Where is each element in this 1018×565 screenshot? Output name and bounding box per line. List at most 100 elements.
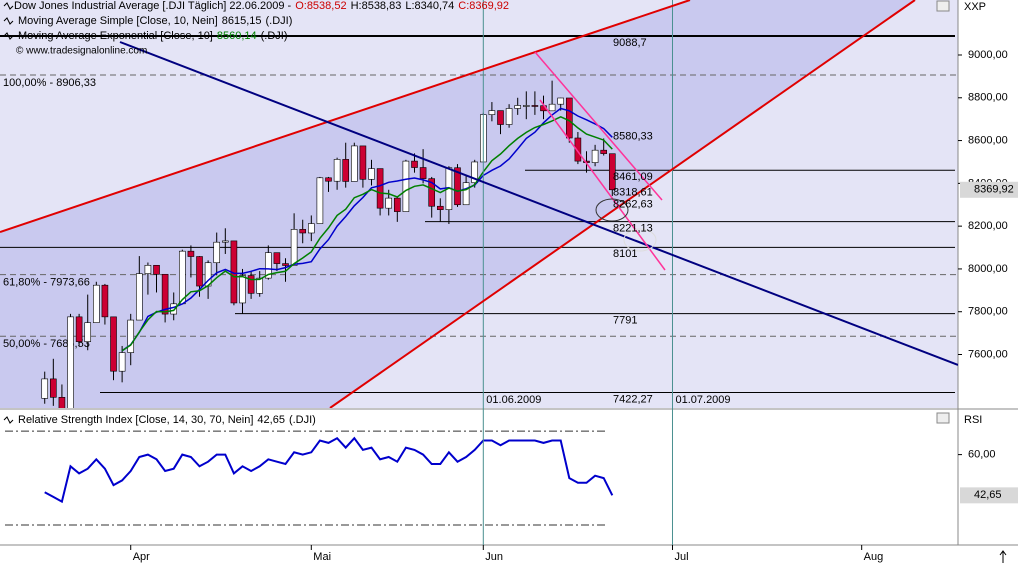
candle-body xyxy=(127,319,135,353)
candle-body xyxy=(531,105,539,107)
candle-body xyxy=(187,250,195,257)
candle-body xyxy=(497,110,504,125)
candle-body xyxy=(608,153,616,191)
series-line xyxy=(121,115,613,352)
channel-label: 8262,63 xyxy=(613,199,653,211)
level-label: 8461,09 xyxy=(613,171,653,183)
x-tick-label: Jul xyxy=(674,551,688,563)
candle-body xyxy=(428,178,436,207)
price-axis-name: XXP xyxy=(964,1,986,13)
front-layer: 7600,007800,008000,008200,008400,008600,… xyxy=(130,37,1018,563)
candle-body xyxy=(282,263,289,266)
scroll-arrow[interactable] xyxy=(999,550,1007,563)
upper-channel-line xyxy=(0,0,691,233)
candle-body xyxy=(402,160,410,212)
level-label: 8101 xyxy=(613,248,637,260)
candle-body xyxy=(359,145,367,180)
legend-name: Moving Average Simple [Close, 10, Nein] xyxy=(18,15,218,27)
last-value-label: 8369,92 xyxy=(974,184,1014,196)
candle-body xyxy=(557,97,564,105)
candle-body xyxy=(58,397,66,408)
trend-lines xyxy=(0,0,958,408)
candle-body xyxy=(153,264,160,275)
rsi-axis-name: RSI xyxy=(964,414,982,426)
y-tick-label: 7800,00 xyxy=(968,306,1008,318)
marker-ellipse xyxy=(623,228,657,252)
candle-body xyxy=(213,241,221,264)
candle-body xyxy=(161,273,169,315)
legend-symbol: (.DJI) xyxy=(266,15,293,27)
panel-button[interactable] xyxy=(936,412,950,424)
candle-body xyxy=(488,110,496,115)
candle-body xyxy=(333,159,341,182)
date-label: 01.07.2009 xyxy=(675,394,730,406)
source: © www.tradesignalonline.com xyxy=(16,46,147,57)
candle-body xyxy=(600,149,607,154)
header-close: C:8369,92 xyxy=(458,0,509,12)
panel-button[interactable] xyxy=(936,0,950,12)
lower-channel-line xyxy=(329,0,916,408)
header: Dow Jones Industrial Average [.DJI Tägli… xyxy=(14,0,509,12)
legend-value: 8615,15 xyxy=(222,15,262,27)
candle-body xyxy=(196,256,203,287)
candle-body xyxy=(376,168,384,209)
y-tick-label: 8800,00 xyxy=(968,92,1008,104)
candle-body xyxy=(342,159,350,182)
marker-ellipse xyxy=(595,198,629,222)
candle-body xyxy=(273,252,281,264)
candle-body xyxy=(222,240,229,243)
candle-body xyxy=(514,105,521,109)
last-value-label: 42,65 xyxy=(974,489,1002,501)
y-tick-label: 9000,00 xyxy=(968,49,1008,61)
legend-value: 42,65 xyxy=(257,414,285,426)
candle-body xyxy=(368,168,375,180)
down-trend-line xyxy=(119,41,958,366)
candle-body xyxy=(316,177,324,224)
candle-body xyxy=(419,167,427,179)
candle-body xyxy=(50,378,57,398)
rsi-plot-bg xyxy=(0,410,958,545)
candle-body xyxy=(247,275,255,294)
fib-label: 100,00% - 8906,33 xyxy=(3,77,96,89)
legend-ema: Moving Average Exponential [Close, 10] 85… xyxy=(18,30,288,42)
legend-symbol: (.DJI) xyxy=(289,414,316,426)
pink-channel-lower xyxy=(539,99,666,271)
header-high: H:8538,83 xyxy=(351,0,402,12)
legend-name: Relative Strength Index [Close, 14, 30, … xyxy=(18,414,253,426)
legend-icons xyxy=(3,2,14,424)
x-tick-label: Mai xyxy=(313,551,331,563)
header-open: O:8538,52 xyxy=(295,0,346,12)
series-line xyxy=(44,436,614,504)
rsi-legend: Relative Strength Index [Close, 14, 30, … xyxy=(18,414,316,426)
candle-body xyxy=(256,277,264,294)
candle-body xyxy=(505,108,513,125)
candle-body xyxy=(179,250,186,305)
legend-symbol: (.DJI) xyxy=(261,30,288,42)
channel-label: 8580,33 xyxy=(613,131,653,143)
candle-body xyxy=(67,316,74,408)
candle-body xyxy=(522,105,530,107)
candle-body xyxy=(385,197,393,209)
candle-body xyxy=(299,229,307,234)
candle-body xyxy=(394,197,401,212)
candle-body xyxy=(437,205,444,210)
candle-body xyxy=(471,161,479,184)
rsi-clip xyxy=(5,430,614,526)
level-label: 7422,27 xyxy=(613,393,653,405)
candle-body xyxy=(136,273,143,321)
y-tick-label: 7600,00 xyxy=(968,348,1008,360)
level-label: 9088,7 xyxy=(613,37,647,49)
candle-body xyxy=(574,137,582,162)
candle-body xyxy=(101,284,109,318)
x-tick-label: Jun xyxy=(485,551,503,563)
header-title: Dow Jones Industrial Average [.DJI Tägli… xyxy=(14,0,292,12)
legend-sma: Moving Average Simple [Close, 10, Nein] 8… xyxy=(18,15,292,27)
candle-body xyxy=(118,352,126,372)
legend-value: 8560,14 xyxy=(217,30,257,42)
last-value-box xyxy=(960,487,1018,504)
y-tick-label: 60,00 xyxy=(968,449,996,461)
